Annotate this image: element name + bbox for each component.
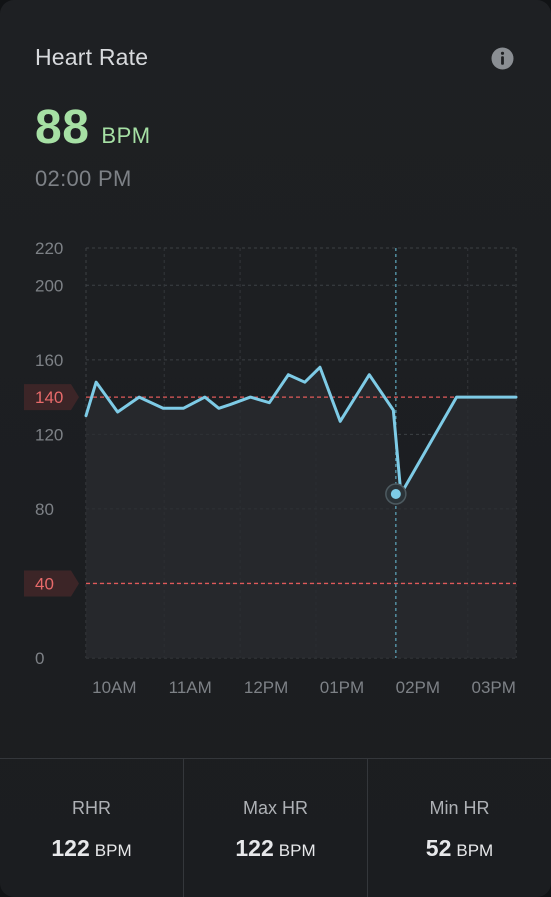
current-reading: 88 BPM xyxy=(35,100,151,155)
info-icon[interactable] xyxy=(491,47,514,70)
heart-rate-unit: BPM xyxy=(101,123,151,148)
x-tick-label: 02PM xyxy=(396,678,440,697)
y-tick-label: 220 xyxy=(35,239,63,258)
stat-label: Min HR xyxy=(429,798,490,818)
x-tick-label: 11AM xyxy=(169,678,212,697)
y-tick-label: 120 xyxy=(35,425,63,444)
y-tick-label: 0 xyxy=(35,649,44,668)
stat-unit: BPM xyxy=(456,841,494,860)
series-area xyxy=(86,367,516,658)
y-tick-label: 160 xyxy=(35,351,63,370)
card-title: Heart Rate xyxy=(35,44,149,70)
threshold-badge xyxy=(24,570,79,597)
stat-min-hr: Min HR 52 BPM xyxy=(367,759,551,897)
threshold-badge xyxy=(24,384,79,411)
threshold-label: 40 xyxy=(35,574,54,593)
stat-label: RHR xyxy=(72,798,111,818)
stat-value: 122 xyxy=(51,835,90,861)
stat-rhr: RHR 122 BPM xyxy=(0,759,183,897)
selected-point xyxy=(390,489,401,499)
reading-time: 02:00 PM xyxy=(35,166,132,191)
stat-unit: BPM xyxy=(278,841,316,860)
heart-rate-chart[interactable]: 0 80 120 160 200 220 10AM 11AM 12PM 01PM 02PM 03PM 1… xyxy=(0,0,551,740)
series-line xyxy=(84,365,518,496)
stat-label: Max HR xyxy=(242,798,308,818)
stat-max-hr: Max HR 122 BPM xyxy=(183,759,367,897)
stat-unit: BPM xyxy=(94,841,132,860)
y-tick-label: 200 xyxy=(35,276,63,295)
x-tick-label: 12PM xyxy=(244,678,288,697)
heart-rate-value: 88 xyxy=(35,101,90,154)
stat-value: 122 xyxy=(235,835,274,861)
stats-row: RHR 122 BPM Max HR 122 BPM Min HR 52 BPM xyxy=(0,758,551,897)
x-tick-label: 03PM xyxy=(472,678,516,697)
x-tick-label: 10AM xyxy=(92,678,136,697)
x-tick-label: 01PM xyxy=(320,678,364,697)
stat-value: 52 xyxy=(425,835,452,861)
threshold-label: 140 xyxy=(35,388,63,407)
y-tick-label: 80 xyxy=(35,500,54,519)
